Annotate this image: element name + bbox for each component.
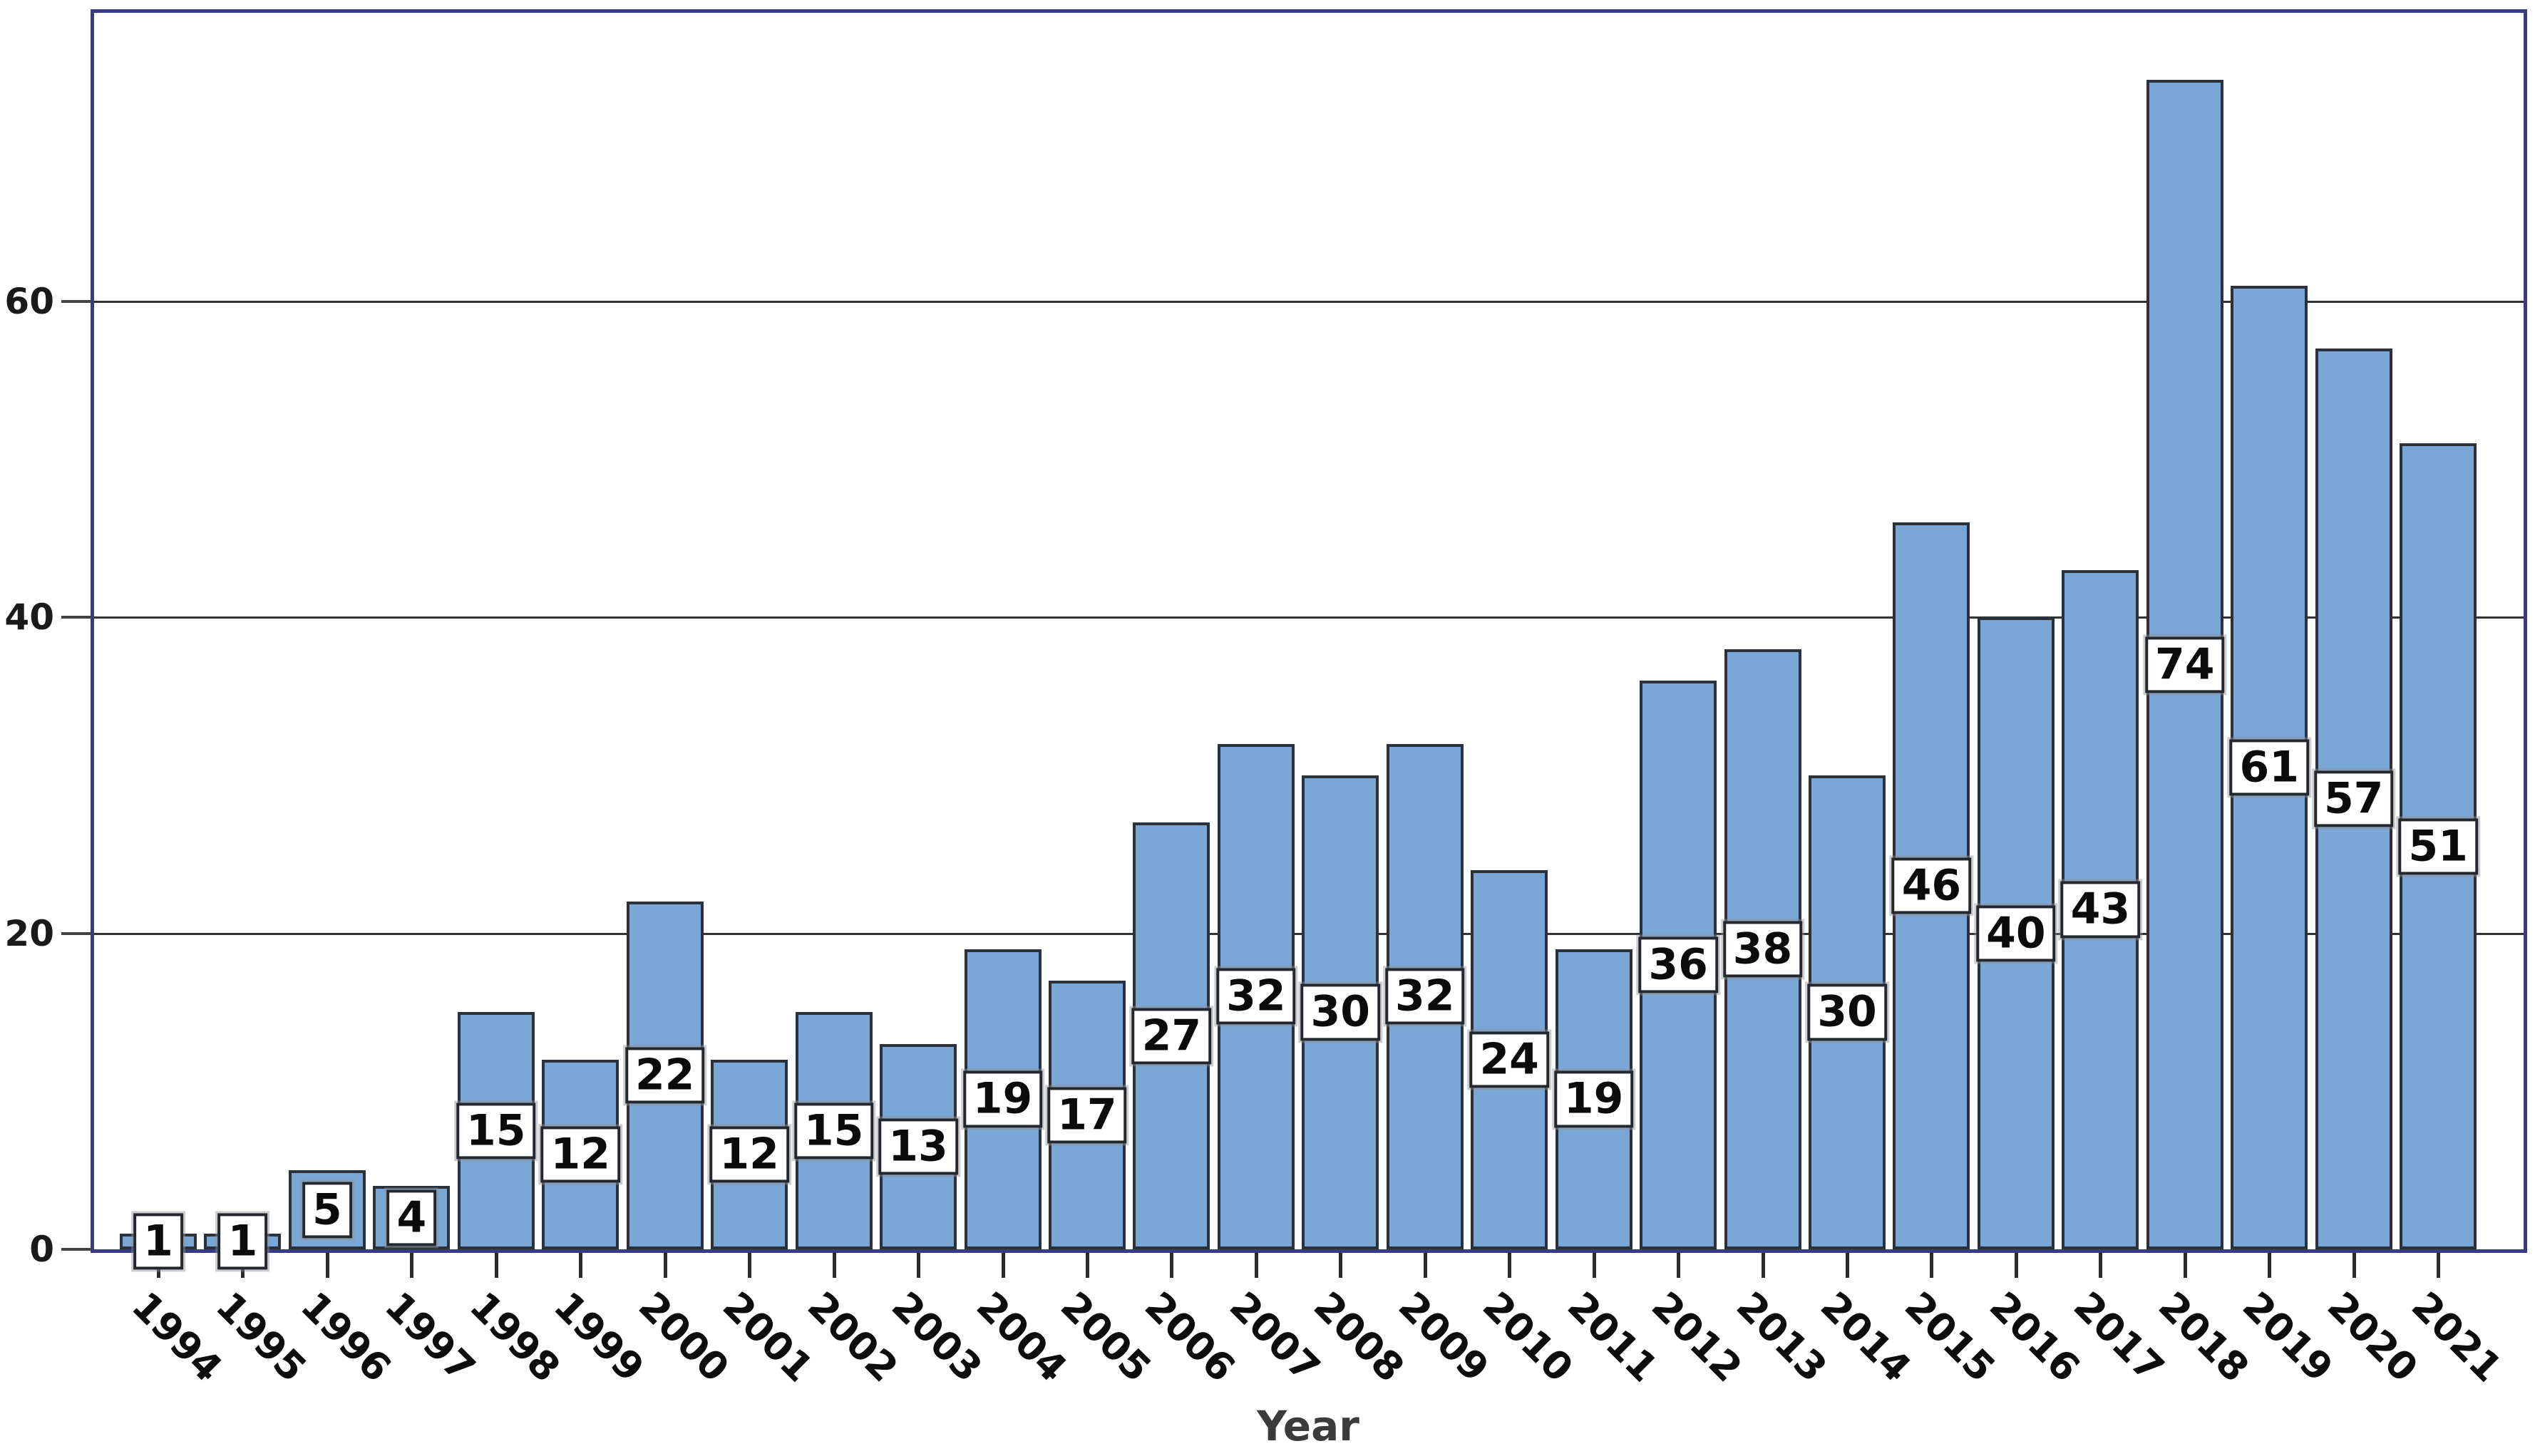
x-tick-label-2014: 2014: [1811, 1283, 1920, 1391]
bar-value-label-2018: 74: [2145, 636, 2225, 693]
x-axis-tick-2008: [1339, 1252, 1343, 1278]
bar-value-label-1998: 15: [456, 1103, 536, 1160]
x-axis-tick-1998: [494, 1252, 498, 1278]
bar-value-label-2000: 22: [624, 1047, 705, 1104]
x-axis-tick-2020: [2352, 1252, 2356, 1278]
bar-value-label-2015: 46: [1891, 857, 1972, 914]
x-axis-tick-2016: [2014, 1252, 2018, 1278]
x-tick-label-1996: 1996: [292, 1283, 400, 1391]
bar-value-label-2012: 36: [1638, 936, 1718, 993]
x-tick-label-2021: 2021: [2403, 1283, 2511, 1391]
x-axis-tick-2010: [1508, 1252, 1512, 1278]
x-axis-tick-2007: [1254, 1252, 1258, 1278]
x-tick-label-2003: 2003: [883, 1283, 991, 1391]
x-tick-label-1995: 1995: [207, 1283, 316, 1391]
x-tick-label-2009: 2009: [1389, 1283, 1498, 1391]
bar-value-label-2003: 13: [878, 1118, 958, 1175]
x-axis-tick-2005: [1085, 1252, 1089, 1278]
x-tick-label-2020: 2020: [2318, 1283, 2427, 1391]
bar-value-label-2009: 32: [1385, 968, 1465, 1025]
y-tick-label-40: 40: [4, 597, 54, 639]
bar-value-label-2004: 19: [962, 1070, 1043, 1127]
x-tick-label-2017: 2017: [2065, 1283, 2174, 1391]
x-axis-tick-2018: [2183, 1252, 2187, 1278]
x-tick-label-1999: 1999: [545, 1283, 654, 1391]
y-axis-tick-0: [61, 1248, 91, 1251]
x-axis-tick-2009: [1423, 1252, 1427, 1278]
bar-value-label-2005: 17: [1047, 1086, 1127, 1144]
x-axis-title: Year: [1257, 1402, 1359, 1450]
x-tick-label-2013: 2013: [1727, 1283, 1836, 1391]
x-tick-label-1997: 1997: [376, 1283, 485, 1391]
x-tick-label-2006: 2006: [1136, 1283, 1245, 1391]
x-axis-tick-2014: [1846, 1252, 1849, 1278]
x-axis-tick-2004: [1001, 1252, 1005, 1278]
bar-value-label-2020: 57: [2313, 770, 2394, 827]
bar-value-label-2011: 19: [1553, 1070, 1634, 1127]
bar-value-label-2002: 15: [793, 1103, 874, 1160]
bar-value-label-2019: 61: [2229, 739, 2309, 796]
x-tick-label-2000: 2000: [629, 1283, 738, 1391]
x-axis-tick-1997: [410, 1252, 414, 1278]
x-axis-tick-2021: [2437, 1252, 2441, 1278]
x-tick-label-2016: 2016: [1980, 1283, 2089, 1391]
x-axis-tick-1999: [579, 1252, 583, 1278]
x-axis-tick-2000: [663, 1252, 667, 1278]
y-axis-tick-20: [61, 931, 91, 935]
bar-value-label-2010: 24: [1469, 1031, 1549, 1088]
x-axis-tick-2017: [2099, 1252, 2103, 1278]
x-tick-label-2005: 2005: [1051, 1283, 1160, 1391]
x-tick-label-2011: 2011: [1558, 1283, 1667, 1391]
bar-value-label-2006: 27: [1131, 1008, 1212, 1065]
x-tick-label-2018: 2018: [2149, 1283, 2258, 1391]
bar-value-label-2013: 38: [1722, 921, 1803, 978]
x-tick-label-2008: 2008: [1305, 1283, 1414, 1391]
y-axis-tick-40: [61, 616, 91, 619]
gridline-60: [94, 300, 2524, 303]
x-axis-tick-1996: [325, 1252, 329, 1278]
bar-value-label-1997: 4: [386, 1189, 437, 1246]
x-axis-tick-2006: [1170, 1252, 1174, 1278]
bar-value-label-2001: 12: [709, 1126, 789, 1183]
bar-value-label-2008: 30: [1300, 983, 1381, 1041]
x-axis-tick-2011: [1592, 1252, 1596, 1278]
x-tick-label-2002: 2002: [798, 1283, 907, 1391]
bar-value-label-2021: 51: [2398, 818, 2478, 875]
x-tick-label-2007: 2007: [1220, 1283, 1329, 1391]
bar-value-label-1999: 12: [540, 1126, 620, 1183]
x-tick-label-2001: 2001: [714, 1283, 822, 1391]
bar-value-label-2017: 43: [2060, 881, 2141, 938]
x-axis-tick-2012: [1677, 1252, 1681, 1278]
x-tick-label-1998: 1998: [461, 1283, 569, 1391]
x-tick-label-2019: 2019: [2234, 1283, 2343, 1391]
bar-value-label-1994: 1: [133, 1213, 183, 1270]
x-axis-tick-2019: [2268, 1252, 2272, 1278]
x-axis-tick-2003: [917, 1252, 921, 1278]
bar-value-label-1995: 1: [217, 1213, 268, 1270]
x-tick-label-2004: 2004: [967, 1283, 1076, 1391]
x-axis-tick-2002: [832, 1252, 836, 1278]
x-axis-tick-2015: [1930, 1252, 1934, 1278]
y-tick-label-20: 20: [4, 912, 54, 954]
bar-value-label-2016: 40: [1976, 905, 2056, 962]
bar-value-label-2007: 32: [1216, 968, 1296, 1025]
gridline-40: [94, 616, 2524, 619]
x-tick-label-2015: 2015: [1896, 1283, 2005, 1391]
bar-value-label-1996: 5: [302, 1181, 352, 1239]
x-tick-label-2010: 2010: [1474, 1283, 1582, 1391]
y-tick-label-0: 0: [29, 1229, 54, 1270]
x-axis-tick-2001: [748, 1252, 752, 1278]
x-tick-label-1994: 1994: [123, 1283, 231, 1391]
y-tick-label-60: 60: [4, 280, 54, 322]
bar-value-label-2014: 30: [1807, 983, 1887, 1041]
y-axis-tick-60: [61, 299, 91, 303]
x-axis-tick-2013: [1761, 1252, 1765, 1278]
x-tick-label-2012: 2012: [1643, 1283, 1751, 1391]
